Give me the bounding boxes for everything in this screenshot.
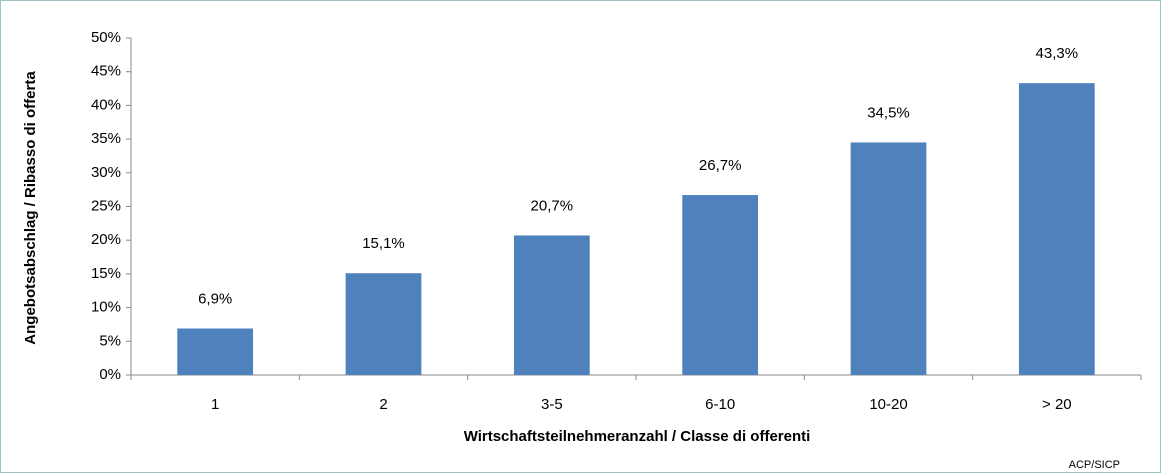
x-tick-label: 1	[211, 396, 219, 413]
x-tick-label: > 20	[1042, 396, 1072, 413]
data-label: 6,9%	[198, 290, 232, 307]
y-tick-label: 10%	[91, 299, 121, 316]
bar	[850, 142, 927, 375]
bar	[345, 273, 422, 375]
y-tick-label: 15%	[91, 265, 121, 282]
x-tick-label: 2	[379, 396, 387, 413]
bar	[1018, 83, 1095, 376]
x-tick-label: 6-10	[705, 396, 735, 413]
y-tick-label: 0%	[99, 366, 121, 383]
bar	[513, 235, 590, 375]
x-tick-label: 10-20	[869, 396, 907, 413]
source: ACP/SICP	[1069, 459, 1120, 471]
y-tick-label: 5%	[99, 332, 121, 349]
data-label: 20,7%	[531, 197, 574, 214]
y-tick-label: 45%	[91, 63, 121, 80]
y-axis-title: Angebotsabschlag / Ribasso di offerta	[22, 71, 39, 345]
y-tick-label: 35%	[91, 130, 121, 147]
bar	[177, 328, 254, 375]
data-label: 26,7%	[699, 157, 742, 174]
bar	[682, 195, 759, 375]
data-label: 15,1%	[362, 235, 405, 252]
y-tick-label: 30%	[91, 164, 121, 181]
y-tick-label: 25%	[91, 197, 121, 214]
y-tick-label: 50%	[91, 29, 121, 46]
data-label: 34,5%	[867, 104, 910, 121]
x-tick-label: 3-5	[541, 396, 563, 413]
x-axis-title: Wirtschaftsteilnehmeranzahl / Classe di …	[464, 428, 811, 445]
y-tick-label: 40%	[91, 96, 121, 113]
y-tick-label: 20%	[91, 231, 121, 248]
data-label: 43,3%	[1036, 45, 1079, 62]
